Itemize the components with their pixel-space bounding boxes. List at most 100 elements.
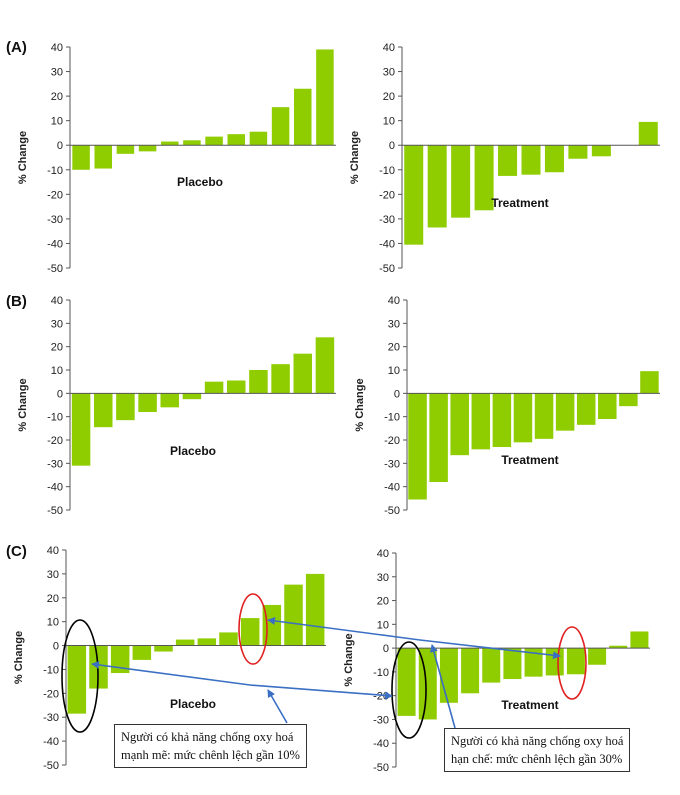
bar-5: [492, 393, 512, 447]
bar-3: [439, 648, 458, 703]
y-tick-label: -30: [384, 458, 400, 470]
arrow-to-treatment-highlight: [419, 639, 561, 660]
y-tick-label: -10: [43, 664, 59, 676]
bar-5: [498, 145, 518, 176]
chart-B-treatment: 40 30 20 10 0 -10 -20 -30 -40 -50 % Change Treatmen…: [354, 295, 660, 517]
bar-12: [640, 371, 659, 394]
y-tick-label: -40: [384, 482, 400, 494]
y-tick-label: -10: [379, 165, 395, 177]
bar-4: [461, 648, 480, 694]
y-tick-label: 30: [51, 318, 63, 330]
y-tick-label: 0: [394, 388, 400, 400]
bar-7: [534, 393, 554, 439]
bar-1: [397, 648, 416, 716]
annotation-overlay: [61, 593, 587, 739]
y-tick-label: -40: [379, 238, 395, 250]
note-right-line2: hạn chế: mức chênh lệch gần 30%: [451, 752, 623, 766]
y-tick-label: -20: [43, 688, 59, 700]
bar-1: [67, 645, 87, 714]
bar-8: [568, 145, 588, 159]
bar-4: [138, 145, 157, 152]
y-tick-label: 0: [389, 140, 395, 152]
y-tick-label: 10: [51, 116, 63, 128]
bar-6: [175, 639, 195, 646]
y-tick-label: 20: [51, 342, 63, 354]
bar-9: [576, 393, 596, 425]
bar-1: [404, 145, 424, 245]
y-tick-label: 30: [377, 572, 389, 584]
bar-7: [544, 145, 564, 173]
bar-10: [271, 364, 290, 394]
y-tick-label: -50: [43, 760, 59, 772]
y-axis-title: % Change: [17, 378, 29, 431]
y-tick-label: 10: [47, 617, 59, 629]
bar-12: [315, 337, 335, 394]
charts-layer: 40 30 20 10 0 -10 -20 -30 -40 -50 % Change Placebo (…: [6, 39, 660, 774]
y-tick-label: 20: [47, 593, 59, 605]
bar-10: [598, 393, 617, 419]
y-axis-title: % Change: [17, 131, 29, 184]
bar-1: [72, 145, 90, 170]
y-tick-label: -10: [47, 412, 63, 424]
y-tick-label: -50: [47, 505, 63, 517]
y-tick-label: 40: [388, 295, 400, 307]
y-tick-label: -30: [43, 712, 59, 724]
bar-5: [482, 648, 501, 683]
bar-3: [450, 393, 469, 456]
note-left-line2: mạnh mẽ: mức chênh lệch gần 10%: [121, 748, 300, 762]
y-tick-label: 20: [377, 596, 389, 608]
chart-B-placebo: 40 30 20 10 0 -10 -20 -30 -40 -50 % Change Placebo (…: [6, 293, 336, 517]
chart-title: Placebo: [170, 697, 216, 711]
y-tick-label: -10: [384, 412, 400, 424]
note-right-line1: Người có khả năng chống oxy hoá: [451, 734, 624, 748]
bar-5: [161, 141, 179, 146]
y-tick-label: 40: [383, 42, 395, 54]
y-tick-label: -40: [43, 736, 59, 748]
bar-5: [160, 393, 179, 408]
bar-3: [110, 645, 130, 674]
y-tick-label: 0: [57, 140, 63, 152]
bar-6: [183, 140, 201, 146]
arrow-to-placebo-lowest: [91, 660, 251, 686]
y-tick-label: -40: [47, 482, 63, 494]
chart-title: Placebo: [170, 444, 216, 458]
y-axis-title: % Change: [13, 631, 25, 684]
bar-5: [154, 645, 173, 652]
y-tick-label: 40: [377, 548, 389, 560]
bar-2: [427, 145, 447, 228]
chart-title: Treatment: [501, 698, 558, 712]
bar-7: [524, 648, 543, 677]
arrow-to-placebo-highlight: [267, 616, 421, 641]
chart-C-placebo: 40 30 20 10 0 -10 -20 -30 -40 -50 % Change Placebo (…: [6, 543, 326, 772]
y-tick-label: 30: [388, 318, 400, 330]
note-left-line1: Người có khả năng chống oxy hoá: [121, 730, 294, 744]
y-tick-label: 10: [383, 116, 395, 128]
bar-2: [94, 145, 112, 169]
ellipse-treatment-lowest: [391, 641, 427, 739]
chart-title: Treatment: [501, 453, 558, 467]
bar-11: [294, 88, 312, 146]
y-axis-title: % Change: [349, 131, 361, 184]
bar-9: [240, 618, 260, 646]
bar-12: [630, 631, 649, 649]
y-tick-label: -50: [47, 263, 63, 275]
bar-7: [204, 381, 224, 394]
bar-9: [249, 131, 268, 146]
bar-12: [316, 49, 334, 146]
y-tick-label: -20: [47, 189, 63, 201]
y-tick-label: -10: [47, 165, 63, 177]
y-axis-title: % Change: [343, 633, 355, 686]
y-tick-label: 0: [383, 643, 389, 655]
bar-3: [116, 393, 135, 421]
bar-8: [545, 648, 564, 676]
y-tick-label: 30: [47, 569, 59, 581]
y-tick-label: 20: [383, 91, 395, 103]
panel-label: (A): [6, 39, 27, 56]
bar-7: [205, 136, 223, 146]
bar-10: [271, 107, 290, 146]
bar-3: [116, 145, 135, 154]
y-tick-label: -50: [379, 263, 395, 275]
bar-1: [71, 393, 91, 466]
bar-4: [132, 645, 152, 660]
